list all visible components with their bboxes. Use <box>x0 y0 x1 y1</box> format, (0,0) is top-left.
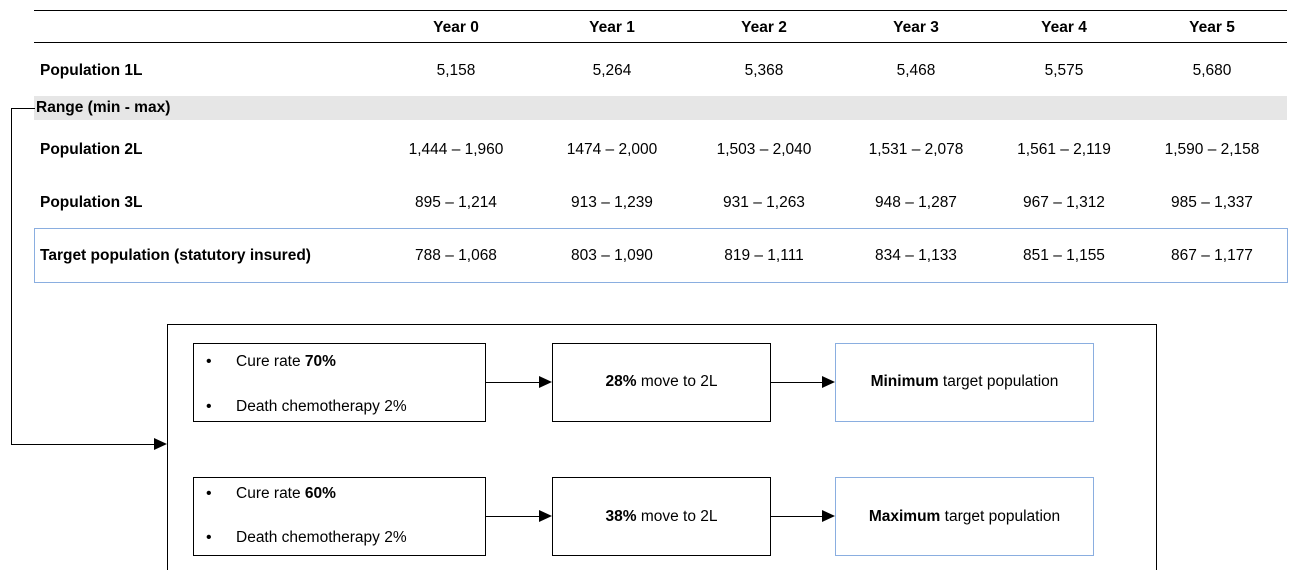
min-arrow-2-head <box>822 376 835 388</box>
min-arrow-1-line <box>486 382 540 383</box>
min-move-text: 28% move to 2L <box>605 373 718 390</box>
row-label-target-population: Target population (statutory insured) <box>40 247 311 264</box>
cell-2l-year-1: 1474 – 2,000 <box>566 141 658 158</box>
row-label-population-1l: Population 1L <box>40 62 143 79</box>
max-move-box: 38% move to 2L <box>552 477 771 556</box>
max-arrow-2-line <box>771 516 823 517</box>
cell-3l-year-0: 895 – 1,214 <box>415 194 497 211</box>
min-arrow-1-head <box>539 376 552 388</box>
header-year-2: Year 2 <box>741 19 787 36</box>
min-result-text: Minimum target population <box>870 373 1059 390</box>
connector-horizontal-top <box>11 108 35 109</box>
header-year-5: Year 5 <box>1189 19 1235 36</box>
row-label-population-2l: Population 2L <box>40 141 143 158</box>
cell-1l-year-3: 5,468 <box>896 62 936 79</box>
cell-1l-year-2: 5,368 <box>744 62 784 79</box>
flow-frame-left <box>167 324 168 570</box>
connector-horizontal-bottom <box>11 444 155 445</box>
bullet-icon: • <box>206 485 212 502</box>
cell-2l-year-2: 1,503 – 2,040 <box>716 141 812 158</box>
cell-target-year-1: 803 – 1,090 <box>571 247 653 264</box>
min-assumptions-box: • Cure rate 70% • Death chemotherapy 2% <box>193 343 486 422</box>
max-result-box: Maximum target population <box>835 477 1094 556</box>
cell-2l-year-5: 1,590 – 2,158 <box>1164 141 1260 158</box>
cell-target-year-2: 819 – 1,111 <box>724 247 804 264</box>
max-arrow-1-head <box>539 510 552 522</box>
min-death-text: Death chemotherapy 2% <box>236 398 407 415</box>
range-label: Range (min - max) <box>36 99 171 116</box>
header-year-4: Year 4 <box>1041 19 1087 36</box>
max-cure-rate-text: Cure rate 60% <box>236 485 336 502</box>
flow-frame-right <box>1156 324 1157 570</box>
header-bottom-rule <box>34 42 1287 43</box>
cell-1l-year-0: 5,158 <box>436 62 476 79</box>
bullet-icon: • <box>206 353 212 370</box>
bullet-icon: • <box>206 398 212 415</box>
cell-target-year-5: 867 – 1,177 <box>1171 247 1253 264</box>
min-arrow-2-line <box>771 382 823 383</box>
cell-2l-year-4: 1,561 – 2,119 <box>1017 141 1111 158</box>
cell-target-year-4: 851 – 1,155 <box>1023 247 1105 264</box>
cell-1l-year-1: 5,264 <box>592 62 632 79</box>
min-result-box: Minimum target population <box>835 343 1094 422</box>
cell-target-year-3: 834 – 1,133 <box>875 247 957 264</box>
table-top-rule <box>34 10 1287 11</box>
cell-3l-year-4: 967 – 1,312 <box>1023 194 1105 211</box>
header-year-3: Year 3 <box>893 19 939 36</box>
max-result-text: Maximum target population <box>868 508 1061 525</box>
range-row-background <box>34 96 1287 120</box>
flow-frame-top <box>167 324 1157 325</box>
header-year-1: Year 1 <box>589 19 635 36</box>
cell-3l-year-5: 985 – 1,337 <box>1171 194 1253 211</box>
max-arrow-1-line <box>486 516 540 517</box>
connector-arrowhead <box>154 438 167 450</box>
max-arrow-2-head <box>822 510 835 522</box>
cell-3l-year-1: 913 – 1,239 <box>571 194 653 211</box>
min-move-box: 28% move to 2L <box>552 343 771 422</box>
cell-2l-year-0: 1,444 – 1,960 <box>408 141 504 158</box>
cell-2l-year-3: 1,531 – 2,078 <box>868 141 964 158</box>
min-cure-rate-text: Cure rate 70% <box>236 353 336 370</box>
max-death-text: Death chemotherapy 2% <box>236 529 407 546</box>
cell-3l-year-3: 948 – 1,287 <box>875 194 957 211</box>
cell-target-year-0: 788 – 1,068 <box>415 247 497 264</box>
max-move-text: 38% move to 2L <box>605 508 718 525</box>
target-population-frame <box>34 228 1288 283</box>
cell-1l-year-4: 5,575 <box>1044 62 1084 79</box>
connector-vertical <box>11 108 12 445</box>
cell-3l-year-2: 931 – 1,263 <box>723 194 805 211</box>
row-label-population-3l: Population 3L <box>40 194 143 211</box>
bullet-icon: • <box>206 529 212 546</box>
header-year-0: Year 0 <box>433 19 479 36</box>
cell-1l-year-5: 5,680 <box>1192 62 1232 79</box>
max-assumptions-box: • Cure rate 60% • Death chemotherapy 2% <box>193 477 486 556</box>
